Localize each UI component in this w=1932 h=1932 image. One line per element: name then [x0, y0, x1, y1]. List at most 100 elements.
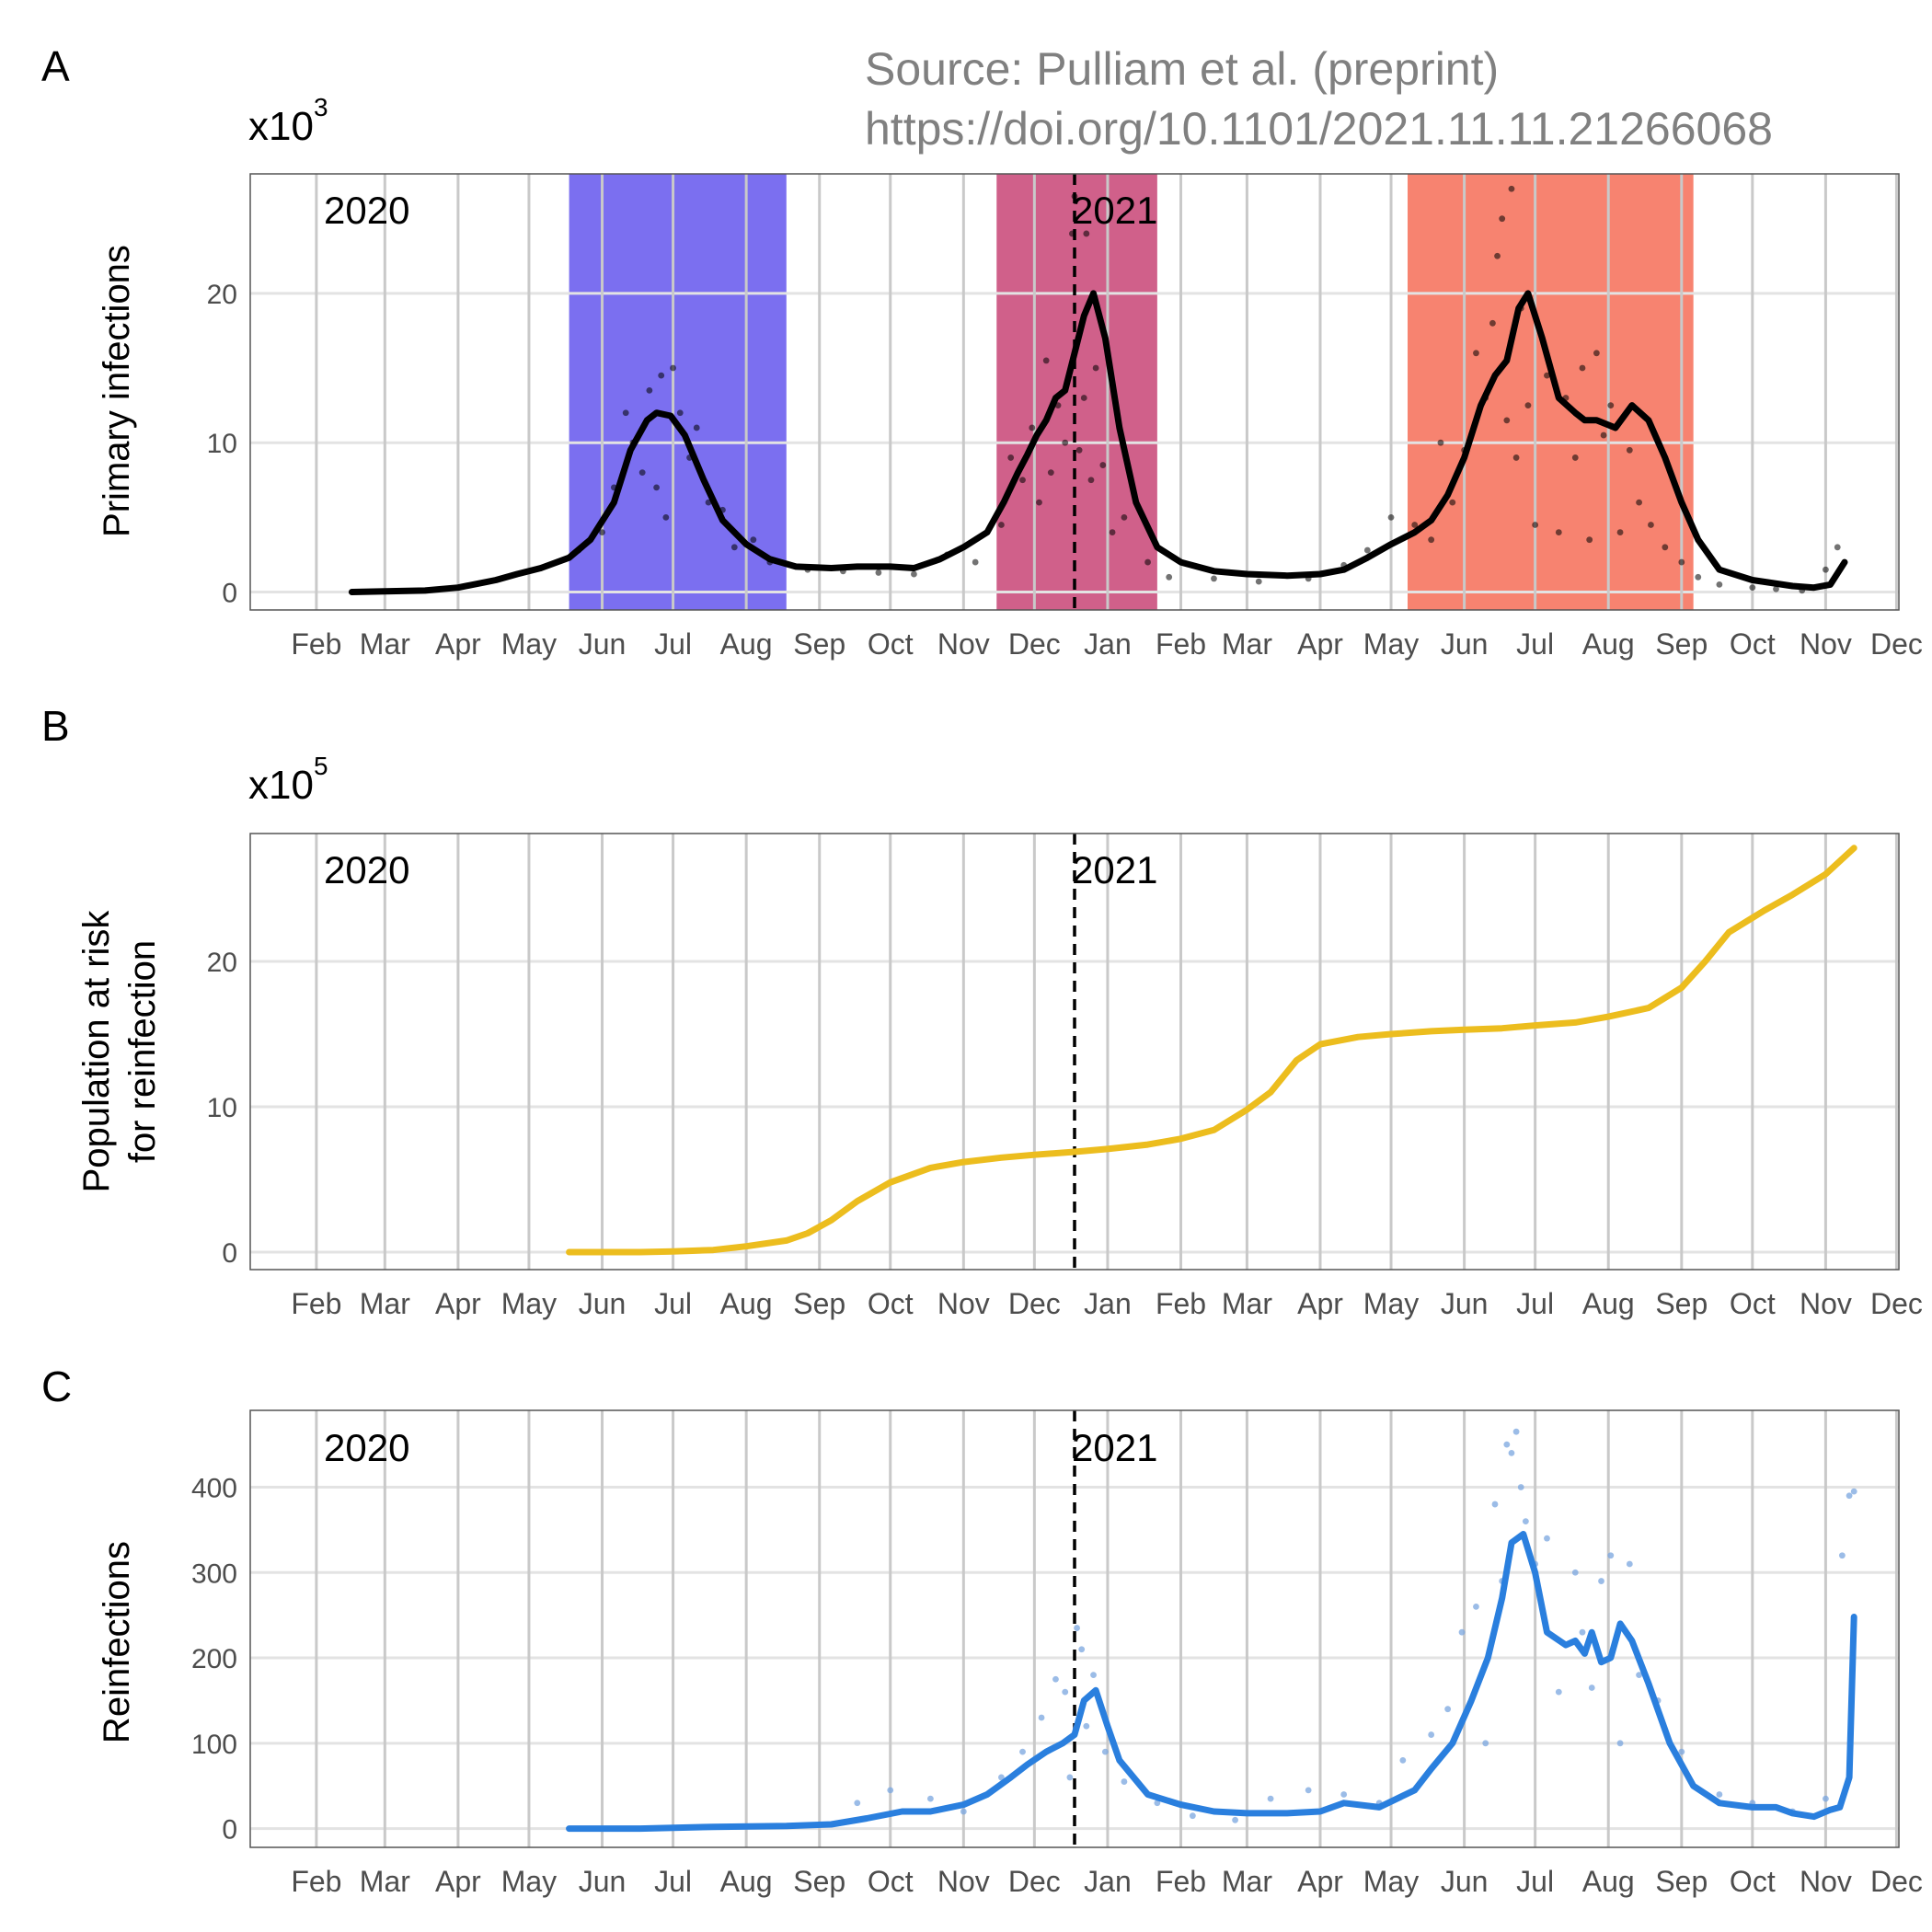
x-tick-label: Aug [720, 1287, 773, 1320]
data-point [1508, 185, 1515, 192]
data-point [1121, 1778, 1128, 1785]
data-point [972, 558, 979, 566]
x-tick-label: Oct [868, 1287, 914, 1320]
panel-c-daily-points [854, 1428, 1857, 1823]
x-tick-label: Apr [435, 1865, 481, 1898]
data-point [638, 469, 646, 477]
data-point [1029, 424, 1036, 431]
data-point [1522, 1518, 1529, 1525]
data-point [1491, 1501, 1499, 1508]
data-point [1166, 573, 1173, 581]
x-tick-label: May [1363, 1865, 1419, 1898]
data-point [1092, 364, 1099, 372]
data-point [1600, 431, 1607, 439]
data-point [1042, 357, 1050, 364]
data-point [1571, 454, 1579, 461]
wave-band-3 [1407, 174, 1694, 610]
data-point [1494, 252, 1501, 259]
x-tick-label: Sep [793, 1287, 845, 1320]
data-point [1232, 1816, 1238, 1823]
data-point [1636, 1672, 1642, 1678]
data-point [658, 372, 665, 379]
x-tick-label: Feb [291, 627, 341, 661]
x-tick-label: Mar [360, 1287, 410, 1320]
x-tick-label: Dec [1870, 1287, 1923, 1320]
data-point [998, 522, 1005, 528]
data-point [1066, 1774, 1074, 1781]
x-tick-label: May [1363, 627, 1419, 661]
data-point [1607, 402, 1615, 409]
data-point [662, 513, 670, 521]
data-point [1387, 513, 1395, 521]
data-point [1458, 1628, 1466, 1636]
data-point [1524, 402, 1532, 409]
data-point [1473, 1603, 1479, 1610]
y-tick-label: 0 [222, 1238, 237, 1269]
y-tick-label: 400 [191, 1473, 237, 1503]
x-tick-label: Sep [1655, 1287, 1708, 1320]
y-tick-label: 0 [222, 1815, 237, 1846]
panel-b-multiplier: x105 [248, 752, 328, 808]
data-point [1598, 1578, 1604, 1584]
source-doi: https://doi.org/10.1101/2021.11.11.21266… [865, 103, 1773, 155]
data-point [1749, 584, 1756, 592]
data-point [1071, 192, 1078, 200]
x-tick-label: Aug [1582, 627, 1635, 661]
x-tick-label: Oct [868, 1865, 914, 1898]
data-point [1411, 522, 1419, 528]
x-tick-label: Nov [937, 1865, 990, 1898]
panel-b-grid [250, 834, 1899, 1270]
x-tick-label: Jun [579, 1865, 627, 1898]
data-point [1189, 1812, 1196, 1820]
data-point [750, 536, 757, 544]
data-point [1211, 575, 1217, 582]
x-tick-label: Jun [1441, 1865, 1489, 1898]
data-point [1678, 558, 1685, 566]
x-tick-label: Nov [937, 1287, 990, 1320]
x-tick-label: Feb [291, 1287, 341, 1320]
data-point [1428, 536, 1435, 544]
x-tick-label: Dec [1870, 627, 1923, 661]
data-point [1532, 522, 1539, 528]
panel-c-y-ticks: 0 100 200 300 400 [191, 1473, 237, 1845]
panel-c-year-2020: 2020 [324, 1426, 409, 1469]
data-point [1846, 1492, 1853, 1500]
x-tick-label: Jun [579, 1287, 627, 1320]
data-point [1571, 1569, 1579, 1576]
wave-band-2 [996, 174, 1157, 610]
panel-b-frame [249, 833, 1900, 1271]
data-point [1544, 1535, 1550, 1542]
data-point [1716, 581, 1723, 588]
panel-a-year-2020: 2020 [324, 189, 409, 232]
x-tick-label: Mar [1222, 627, 1272, 661]
x-tick-label: Dec [1870, 1865, 1923, 1898]
data-point [1850, 1488, 1857, 1495]
data-point [854, 1800, 861, 1807]
data-point [1473, 350, 1479, 357]
data-point [1512, 454, 1520, 461]
x-tick-label: Aug [720, 627, 773, 661]
x-tick-label: Apr [1297, 1865, 1343, 1898]
x-tick-label: Jun [1441, 1287, 1489, 1320]
x-tick-label: Nov [937, 627, 990, 661]
data-point [1062, 439, 1069, 446]
panel-a-y-axis-label: Primary infections [97, 245, 137, 537]
data-point [1047, 469, 1054, 477]
panel-b-year-2021: 2021 [1072, 848, 1157, 891]
data-point [670, 364, 676, 372]
x-tick-label: Jul [1516, 627, 1554, 661]
data-point [911, 570, 917, 578]
data-point [653, 484, 660, 491]
data-point [1007, 454, 1015, 461]
x-tick-label: Jan [1084, 627, 1132, 661]
data-point [1517, 1484, 1524, 1490]
data-point [1449, 499, 1456, 506]
x-tick-label: Jan [1084, 1287, 1132, 1320]
data-point [1087, 477, 1095, 484]
data-point [1579, 1628, 1586, 1636]
data-point [1074, 1625, 1080, 1631]
x-tick-label: Feb [1156, 1287, 1206, 1320]
panel-a-y-ticks: 0 10 20 [207, 280, 237, 609]
panel-a-multiplier: x103 [248, 93, 328, 149]
x-tick-label: May [501, 1865, 557, 1898]
